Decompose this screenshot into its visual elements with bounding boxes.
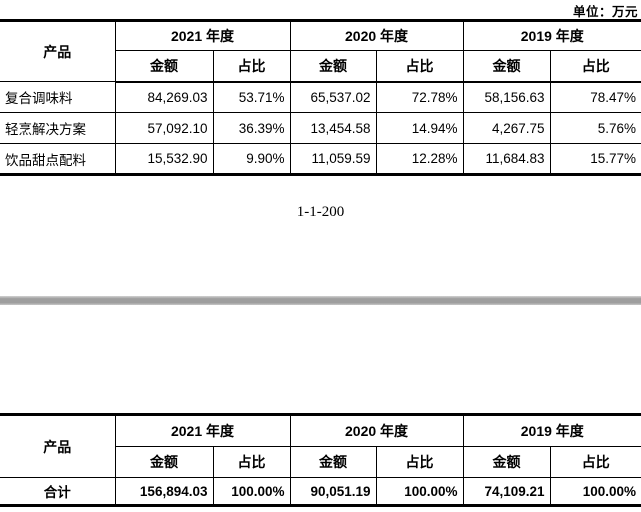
sub-header-row: 金额 占比 金额 占比 金额 占比 bbox=[0, 446, 641, 478]
total-label-cell: 合计 bbox=[0, 477, 116, 506]
ratio-header-2021: 占比 bbox=[212, 446, 291, 478]
ratio-header-2020: 占比 bbox=[375, 446, 464, 478]
year-header-row: 产品 2021 年度 2020 年度 2019 年度 bbox=[0, 20, 641, 82]
sub-header-row: 金额 占比 金额 占比 金额 占比 bbox=[0, 50, 641, 83]
ratio-cell: 72.78% bbox=[375, 81, 464, 113]
ratio-header-2019: 占比 bbox=[549, 50, 641, 83]
product-name-cell: 轻烹解决方案 bbox=[0, 112, 116, 144]
year-header-2021: 2021 年度 bbox=[114, 20, 291, 51]
year-header-2021: 2021 年度 bbox=[114, 414, 291, 447]
page-separator-bar bbox=[0, 296, 641, 305]
year-header-2019: 2019 年度 bbox=[462, 414, 641, 447]
year-header-row: 产品 2021 年度 2020 年度 2019 年度 bbox=[0, 414, 641, 478]
amount-cell: 58,156.63 bbox=[462, 81, 551, 113]
year-header-2020: 2020 年度 bbox=[289, 414, 464, 447]
amount-cell: 57,092.10 bbox=[114, 112, 214, 144]
ratio-cell: 78.47% bbox=[549, 81, 641, 113]
table-row: 轻烹解决方案 57,092.10 36.39% 13,454.58 14.94%… bbox=[0, 112, 641, 144]
year-header-2019: 2019 年度 bbox=[462, 20, 641, 51]
ratio-header-2020: 占比 bbox=[375, 50, 464, 83]
ratio-cell: 53.71% bbox=[212, 81, 291, 113]
ratio-cell: 14.94% bbox=[375, 112, 464, 144]
amount-cell: 74,109.21 bbox=[462, 477, 551, 506]
ratio-cell: 5.76% bbox=[549, 112, 641, 144]
amount-cell: 11,684.83 bbox=[462, 143, 551, 175]
amount-cell: 90,051.19 bbox=[289, 477, 377, 506]
amount-cell: 156,894.03 bbox=[114, 477, 214, 506]
amount-cell: 15,532.90 bbox=[114, 143, 214, 175]
products-revenue-table: 产品 2021 年度 2020 年度 2019 年度 金额 占比 金额 占比 金… bbox=[0, 19, 641, 176]
table-row: 饮品甜点配料 15,532.90 9.90% 11,059.59 12.28% … bbox=[0, 143, 641, 175]
ratio-header-2019: 占比 bbox=[549, 446, 641, 478]
amount-header-2020: 金额 bbox=[289, 50, 377, 83]
product-column-header: 产品 bbox=[0, 414, 116, 478]
amount-header-2019: 金额 bbox=[462, 446, 551, 478]
ratio-cell: 100.00% bbox=[375, 477, 464, 506]
amount-header-2021: 金额 bbox=[115, 446, 214, 478]
amount-cell: 84,269.03 bbox=[114, 81, 214, 113]
unit-label: 单位：万元 bbox=[572, 5, 638, 19]
year-header-2020: 2020 年度 bbox=[289, 20, 464, 51]
ratio-cell: 100.00% bbox=[212, 477, 291, 506]
product-name-cell: 复合调味料 bbox=[0, 81, 116, 113]
amount-header-2020: 金额 bbox=[289, 446, 377, 478]
amount-header-2019: 金额 bbox=[462, 50, 551, 83]
ratio-cell: 9.90% bbox=[212, 143, 291, 175]
page-number: 1-1-200 bbox=[296, 204, 345, 220]
ratio-cell: 12.28% bbox=[375, 143, 464, 175]
amount-cell: 13,454.58 bbox=[289, 112, 377, 144]
ratio-header-2021: 占比 bbox=[212, 50, 291, 83]
amount-cell: 4,267.75 bbox=[462, 112, 551, 144]
amount-cell: 65,537.02 bbox=[289, 81, 377, 113]
table-row: 复合调味料 84,269.03 53.71% 65,537.02 72.78% … bbox=[0, 81, 641, 113]
totals-table: 产品 2021 年度 2020 年度 2019 年度 金额 占比 金额 占比 金… bbox=[0, 413, 641, 507]
amount-cell: 11,059.59 bbox=[289, 143, 377, 175]
product-name-cell: 饮品甜点配料 bbox=[0, 143, 116, 175]
ratio-cell: 36.39% bbox=[212, 112, 291, 144]
total-row: 合计 156,894.03 100.00% 90,051.19 100.00% … bbox=[0, 477, 641, 506]
amount-header-2021: 金额 bbox=[115, 50, 214, 83]
ratio-cell: 100.00% bbox=[549, 477, 641, 506]
ratio-cell: 15.77% bbox=[549, 143, 641, 175]
product-column-header: 产品 bbox=[0, 20, 116, 82]
